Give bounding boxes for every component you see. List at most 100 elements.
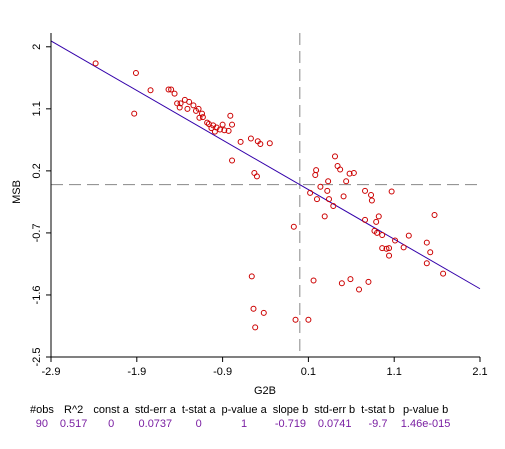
data-point — [196, 114, 203, 121]
data-point — [317, 183, 324, 190]
data-point — [330, 203, 337, 210]
stats-header-cell: p-value a — [221, 404, 267, 416]
data-point — [334, 163, 341, 170]
x-axis-label: G2B — [254, 385, 276, 397]
y-tick-label: -1.6 — [31, 285, 43, 304]
data-point — [248, 273, 255, 280]
data-point — [324, 187, 331, 194]
stats-header-cell: #obs — [30, 404, 54, 416]
data-point — [168, 86, 175, 93]
data-point — [204, 119, 211, 126]
data-point — [307, 189, 314, 196]
stats-value-cell: 0.0741 — [317, 418, 352, 430]
data-point — [337, 166, 344, 173]
data-point — [195, 105, 202, 112]
data-point — [343, 178, 350, 185]
data-point — [199, 110, 206, 117]
data-point — [331, 153, 338, 160]
data-point — [347, 276, 354, 283]
data-point — [190, 102, 197, 109]
data-point — [325, 196, 332, 203]
data-point — [221, 127, 228, 134]
data-point — [379, 245, 386, 252]
data-point — [338, 280, 345, 287]
data-point — [305, 316, 312, 323]
regression-line — [50, 40, 481, 290]
data-point — [292, 316, 299, 323]
stats-value-cell: 90 — [35, 418, 49, 430]
stats-value-cell: -0.719 — [274, 418, 307, 430]
stats-header-row: #obs R^2 const a std-err a t-stat a p-value a… — [30, 404, 456, 416]
data-point — [440, 270, 447, 277]
data-point — [199, 114, 206, 121]
data-point — [362, 187, 369, 194]
data-point — [386, 252, 393, 259]
x-tick-label: -0.9 — [213, 366, 232, 378]
stats-header-cell: t-stat b — [361, 404, 395, 416]
stats-value-cell: 0.0737 — [138, 418, 173, 430]
y-tick-label: -2.5 — [31, 348, 43, 367]
x-tick-label: 1.1 — [387, 366, 402, 378]
data-point — [325, 178, 332, 185]
data-point — [383, 245, 390, 252]
data-point — [362, 216, 369, 223]
data-point — [405, 232, 412, 239]
y-tick-label: 0.2 — [31, 163, 43, 178]
data-point — [423, 239, 430, 246]
data-point — [427, 249, 434, 256]
data-points — [92, 60, 447, 331]
data-point — [225, 127, 232, 134]
data-point — [388, 188, 395, 195]
data-point — [260, 309, 267, 316]
x-tick-label: 0.1 — [301, 366, 316, 378]
data-point — [171, 90, 178, 97]
data-point — [217, 126, 224, 133]
x-tick-label: -1.9 — [127, 366, 146, 378]
data-point — [229, 121, 236, 128]
data-point — [346, 170, 353, 177]
data-point — [252, 324, 259, 331]
data-point — [313, 167, 320, 174]
stats-value-cell: 0.517 — [59, 418, 88, 430]
regression-fit-line — [50, 40, 481, 290]
data-point — [227, 112, 234, 119]
data-point — [423, 260, 430, 267]
data-point — [312, 172, 319, 179]
data-point — [251, 169, 258, 176]
data-point — [165, 86, 172, 93]
data-point — [184, 105, 191, 112]
stats-header-cell: slope b — [272, 404, 309, 416]
data-point — [356, 286, 363, 293]
data-point — [365, 278, 372, 285]
x-tick-label: -2.9 — [42, 366, 61, 378]
stats-header-cell: p-value b — [402, 404, 449, 416]
stats-value-row: 90 0.517 0 0.0737 0 1 -0.719 0.0741 -9.7 1.46e-01… — [30, 416, 456, 430]
data-point — [290, 223, 297, 230]
stats-value-cell: 0 — [195, 418, 202, 430]
regression-stats: #obs R^2 const a std-err a t-stat a p-value a… — [30, 404, 456, 430]
stats-header-cell: const a — [93, 404, 129, 416]
data-point — [186, 98, 193, 105]
data-point — [237, 138, 244, 145]
y-tick-label: 2 — [31, 44, 43, 50]
y-tick-label: -0.7 — [31, 223, 43, 242]
stats-value-cell: 1.46e-015 — [400, 418, 451, 430]
data-point — [368, 197, 375, 204]
data-point — [247, 135, 254, 142]
data-point — [176, 104, 183, 111]
x-tick-label: 2.1 — [472, 366, 487, 378]
data-point — [386, 245, 393, 252]
data-point — [253, 173, 260, 180]
stats-value-cell: -9.7 — [368, 418, 388, 430]
data-point — [147, 87, 154, 94]
stats-header-cell: std-err b — [314, 404, 356, 416]
stats-value-cell: 0 — [108, 418, 115, 430]
stats-value-cell: 1 — [241, 418, 248, 430]
scatter-plot: -2.9 -1.9 -0.9 0.1 1.1 2.1 2 1.1 0.2 -0.7 -1.6 -2.5… — [11, 33, 488, 397]
data-point — [400, 244, 407, 251]
data-point — [321, 213, 328, 220]
data-point — [392, 237, 399, 244]
data-point — [174, 100, 181, 107]
data-point — [368, 192, 375, 198]
data-point — [374, 229, 381, 236]
